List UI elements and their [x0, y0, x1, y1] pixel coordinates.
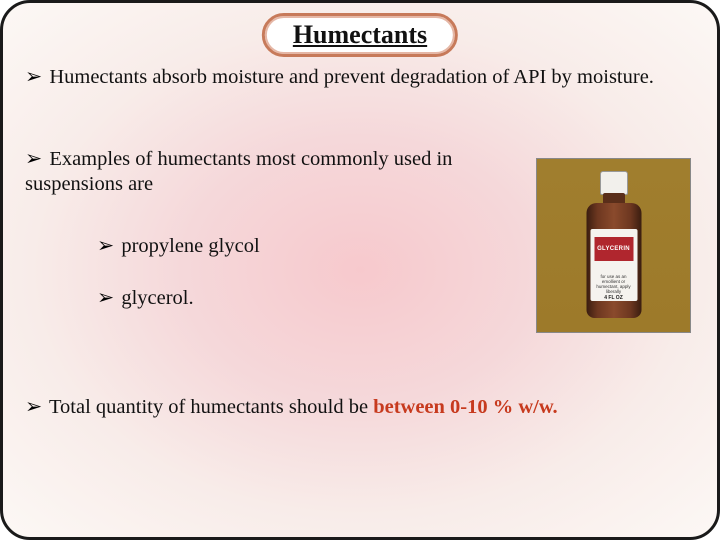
product-photo: GLYCERIN for use as an emollient or hume…	[536, 158, 691, 333]
bottle-label: GLYCERIN for use as an emollient or hume…	[590, 229, 637, 301]
bottle-label-description: for use as an emollient or humectant, ap…	[594, 275, 633, 295]
bullet-definition: Humectants absorb moisture and prevent d…	[25, 65, 695, 91]
bottle-label-brand-bg: GLYCERIN	[594, 237, 633, 261]
bottle-label-brand: GLYCERIN	[597, 246, 630, 252]
product-photo-bg: GLYCERIN for use as an emollient or hume…	[537, 159, 690, 332]
bottle-illustration: GLYCERIN for use as an emollient or hume…	[584, 171, 644, 321]
spacer	[25, 97, 695, 147]
bullet-examples-intro-text: Examples of humectants most commonly use…	[25, 148, 452, 196]
slide-frame: Humectants Humectants absorb moisture an…	[0, 0, 720, 540]
bullet-definition-text: Humectants absorb moisture and prevent d…	[49, 66, 654, 88]
bullet-examples-intro: Examples of humectants most commonly use…	[25, 147, 505, 198]
sub-bullet-glycerol-text: glycerol.	[121, 287, 193, 309]
slide-title: Humectants	[293, 20, 427, 49]
title-container: Humectants	[262, 13, 458, 57]
bottle-cap	[600, 171, 628, 195]
bullet-quantity: Total quantity of humectants should be b…	[25, 395, 695, 421]
bullet-quantity-highlight: between 0-10 % w/w.	[373, 396, 557, 418]
bullet-quantity-prefix: Total quantity of humectants should be	[49, 396, 373, 418]
sub-bullet-propylene-text: propylene glycol	[121, 235, 259, 257]
bottle-label-size: 4 FL OZ	[590, 295, 637, 301]
